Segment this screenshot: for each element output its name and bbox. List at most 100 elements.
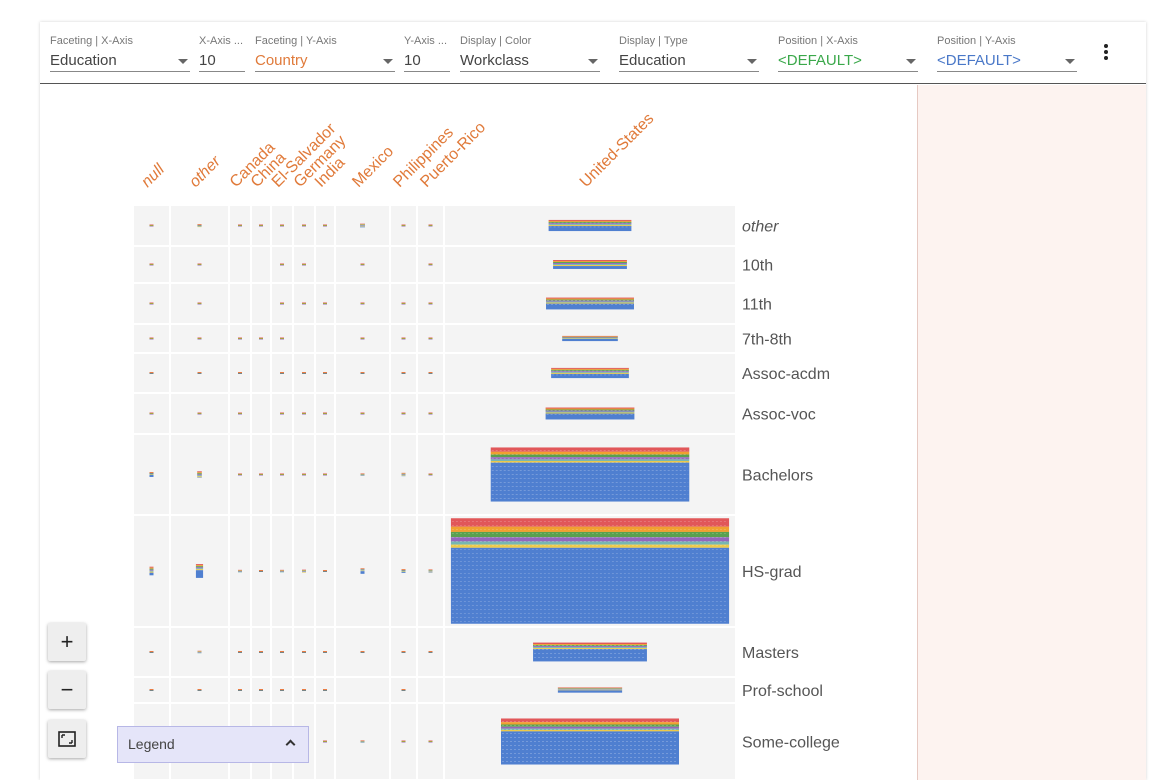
facet-mark-Assoc-voc-Philippines[interactable] [401,412,406,415]
facet-mark-Bachelors-United-States[interactable] [490,447,690,502]
facet-mark-Assoc-voc-Puerto-Rico[interactable] [428,412,433,415]
facet-mark-other-Mexico[interactable] [360,223,365,228]
facet-mark-7th-8th-United-States[interactable] [562,335,618,342]
facet-mark-other-United-States[interactable] [548,219,632,232]
facet-mark-10th-null[interactable] [149,263,154,266]
facet-mark-Masters-Puerto-Rico[interactable] [428,651,433,653]
facet-mark-HS-grad-other[interactable] [195,564,204,578]
facet-mark-Masters-null[interactable] [149,651,154,653]
facet-mark-Masters-United-States[interactable] [533,642,647,662]
facet-mark-Prof-school-Germany[interactable] [302,689,306,691]
facet-mark-Bachelors-Philippines[interactable] [401,472,406,477]
facet-cell[interactable] [252,284,270,323]
facet-mark-other-El-Salvador[interactable] [280,224,284,227]
facet-cell[interactable] [316,247,334,282]
field-value[interactable]: 10 [199,50,245,72]
facet-cell[interactable] [252,247,270,282]
facet-cell[interactable] [230,284,250,323]
field-value[interactable]: Country [255,50,395,72]
facet-cell[interactable] [418,678,443,702]
row-label[interactable]: Prof-school [742,683,823,700]
row-label[interactable]: 10th [742,258,773,275]
row-label[interactable]: 7th-8th [742,332,792,349]
facet-mark-10th-Germany[interactable] [302,263,306,266]
facet-mark-other-Puerto-Rico[interactable] [428,224,433,227]
facet-mark-HS-grad-Germany[interactable] [302,569,306,573]
facet-mark-other-China[interactable] [259,224,263,227]
field-color[interactable]: Display | Color Workclass [460,34,600,78]
facet-mark-Bachelors-Canada[interactable] [238,473,242,476]
facet-mark-7th-8th-Canada[interactable] [238,337,242,340]
zoom-out-button[interactable]: − [48,671,86,709]
facet-mark-Assoc-acdm-Mexico[interactable] [360,372,365,374]
facet-mark-7th-8th-Mexico[interactable] [360,337,365,340]
facet-mark-11th-other[interactable] [197,302,202,305]
facet-mark-Assoc-acdm-Germany[interactable] [302,372,306,374]
facet-mark-Prof-school-China[interactable] [259,689,263,691]
facet-mark-other-other[interactable] [197,224,202,228]
field-type[interactable]: Display | Type Education [619,34,759,78]
facet-mark-Assoc-voc-Canada[interactable] [238,412,242,415]
facet-mark-11th-United-States[interactable] [546,297,634,310]
facet-mark-Some-college-Mexico[interactable] [360,740,365,743]
field-x-facet[interactable]: Faceting | X-Axis Education [50,34,190,78]
facet-mark-Bachelors-El-Salvador[interactable] [280,473,284,476]
facet-cell[interactable] [391,247,416,282]
column-header[interactable]: United-States [577,110,658,191]
facet-mark-Prof-school-India[interactable] [323,689,327,691]
facet-mark-Some-college-Philippines[interactable] [401,740,406,743]
facet-mark-11th-Mexico[interactable] [360,302,365,305]
field-y-count[interactable]: Y-Axis ... 10 [404,34,450,78]
more-options-icon[interactable] [1096,40,1116,64]
facet-mark-Some-college-United-States[interactable] [500,718,680,765]
facet-mark-HS-grad-Mexico[interactable] [360,568,365,574]
facet-mark-Assoc-voc-El-Salvador[interactable] [280,412,284,415]
zoom-in-button[interactable]: + [48,623,86,661]
facet-mark-other-India[interactable] [323,224,327,227]
facet-cell[interactable] [252,354,270,392]
facet-mark-11th-El-Salvador[interactable] [280,302,284,305]
facet-cell[interactable] [294,325,314,352]
facet-cell[interactable] [230,247,250,282]
facet-mark-Some-college-Puerto-Rico[interactable] [428,740,433,743]
facet-mark-7th-8th-Philippines[interactable] [401,337,406,340]
facet-mark-Assoc-acdm-Philippines[interactable] [401,372,406,374]
facet-mark-other-null[interactable] [149,224,154,227]
facet-mark-10th-other[interactable] [197,263,202,266]
facet-mark-Prof-school-Philippines[interactable] [401,689,406,691]
field-value[interactable]: Education [50,50,190,72]
facet-mark-Prof-school-Canada[interactable] [238,689,242,691]
facet-mark-Assoc-acdm-Canada[interactable] [238,372,242,374]
facet-cell[interactable] [252,394,270,433]
facet-mark-HS-grad-Philippines[interactable] [401,569,406,573]
facet-mark-other-Canada[interactable] [238,224,242,227]
facet-mark-HS-grad-El-Salvador[interactable] [280,569,284,573]
facet-mark-Masters-China[interactable] [259,651,263,653]
facet-mark-10th-Puerto-Rico[interactable] [428,263,433,266]
column-header[interactable]: null [138,161,168,191]
facet-mark-Assoc-voc-United-States[interactable] [545,407,635,420]
facet-mark-Masters-other[interactable] [197,650,202,654]
facet-mark-HS-grad-null[interactable] [149,566,154,576]
field-value[interactable]: 10 [404,50,450,72]
facet-mark-7th-8th-China[interactable] [259,337,263,340]
row-label[interactable]: Assoc-acdm [742,366,830,383]
facet-mark-Some-college-India[interactable] [323,740,327,743]
column-header[interactable]: other [186,153,224,191]
facet-mark-Bachelors-Puerto-Rico[interactable] [428,473,433,476]
facet-mark-other-Germany[interactable] [302,224,306,227]
facet-mark-11th-null[interactable] [149,302,154,305]
facet-mark-HS-grad-United-States[interactable] [450,518,730,624]
legend-toggle[interactable]: Legend [117,726,309,763]
facet-mark-Prof-school-null[interactable] [149,689,154,691]
facet-mark-11th-Germany[interactable] [302,302,306,305]
facet-cell[interactable] [316,325,334,352]
field-pos-y[interactable]: Position | Y-Axis <DEFAULT> [937,34,1077,78]
facet-mark-Assoc-acdm-other[interactable] [197,372,202,374]
facet-mark-HS-grad-Puerto-Rico[interactable] [428,569,433,573]
facet-mark-7th-8th-Puerto-Rico[interactable] [428,337,433,340]
facet-mark-10th-El-Salvador[interactable] [280,263,284,266]
facet-mark-Bachelors-India[interactable] [323,473,327,476]
facet-mark-11th-Philippines[interactable] [401,302,406,305]
facet-mark-7th-8th-El-Salvador[interactable] [280,337,284,340]
